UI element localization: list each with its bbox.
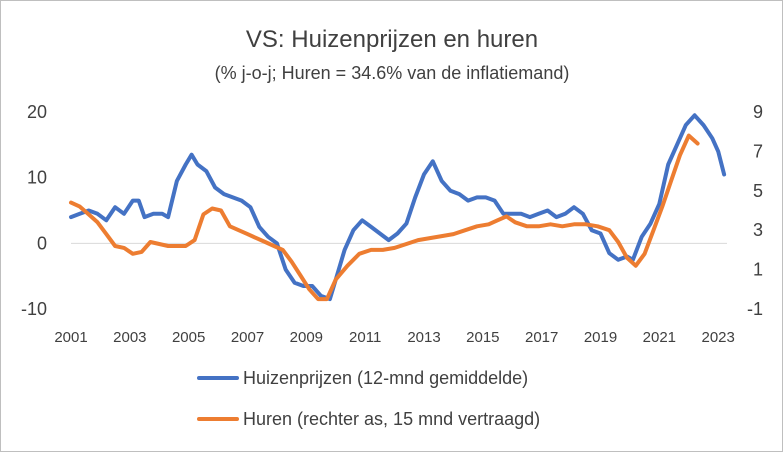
y-left-tick-label: 20 — [27, 102, 47, 122]
series-line-2 — [69, 133, 700, 302]
x-tick-label: 2023 — [701, 329, 734, 346]
series-line-1 — [69, 113, 727, 302]
x-tick-label: 2011 — [349, 329, 381, 346]
x-tick-label: 2013 — [407, 329, 440, 346]
y-right-tick-label: -1 — [747, 299, 763, 319]
y-left-tick-label: 0 — [37, 233, 47, 253]
x-tick-label: 2015 — [466, 329, 499, 346]
y-right-tick-label: 3 — [753, 220, 763, 240]
legend-label-2: Huren (rechter as, 15 mnd vertraagd) — [243, 409, 540, 429]
y-axis-left: 20 10 0 -10 — [21, 102, 47, 319]
chart-subtitle: (% j-o-j; Huren = 34.6% van de inflatiem… — [215, 63, 570, 83]
y-right-tick-label: 7 — [753, 141, 763, 161]
x-axis: 2001 2003 2005 2007 2009 2011 2013 2015 2017 2019… — [54, 329, 735, 346]
legend-label-1: Huizenprijzen (12-mnd gemiddelde) — [243, 368, 528, 388]
x-tick-label: 2007 — [231, 329, 264, 346]
y-left-tick-label: -10 — [21, 299, 47, 319]
x-tick-label: 2001 — [54, 329, 87, 346]
x-tick-label: 2009 — [290, 329, 323, 346]
x-tick-label: 2003 — [113, 329, 146, 346]
y-axis-right: 9 7 5 3 1 -1 — [747, 102, 763, 319]
x-tick-label: 2021 — [643, 329, 676, 346]
y-right-tick-label: 1 — [753, 260, 763, 280]
x-tick-label: 2017 — [525, 329, 558, 346]
y-right-tick-label: 9 — [753, 102, 763, 122]
legend: Huizenprijzen (12-mnd gemiddelde) Huren (… — [197, 368, 540, 429]
y-right-tick-label: 5 — [753, 181, 763, 201]
series-lines — [69, 113, 727, 302]
x-tick-label: 2005 — [172, 329, 205, 346]
chart-title: VS: Huizenprijzen en huren — [246, 26, 538, 53]
y-left-tick-label: 10 — [27, 168, 47, 188]
x-tick-label: 2019 — [584, 329, 617, 346]
